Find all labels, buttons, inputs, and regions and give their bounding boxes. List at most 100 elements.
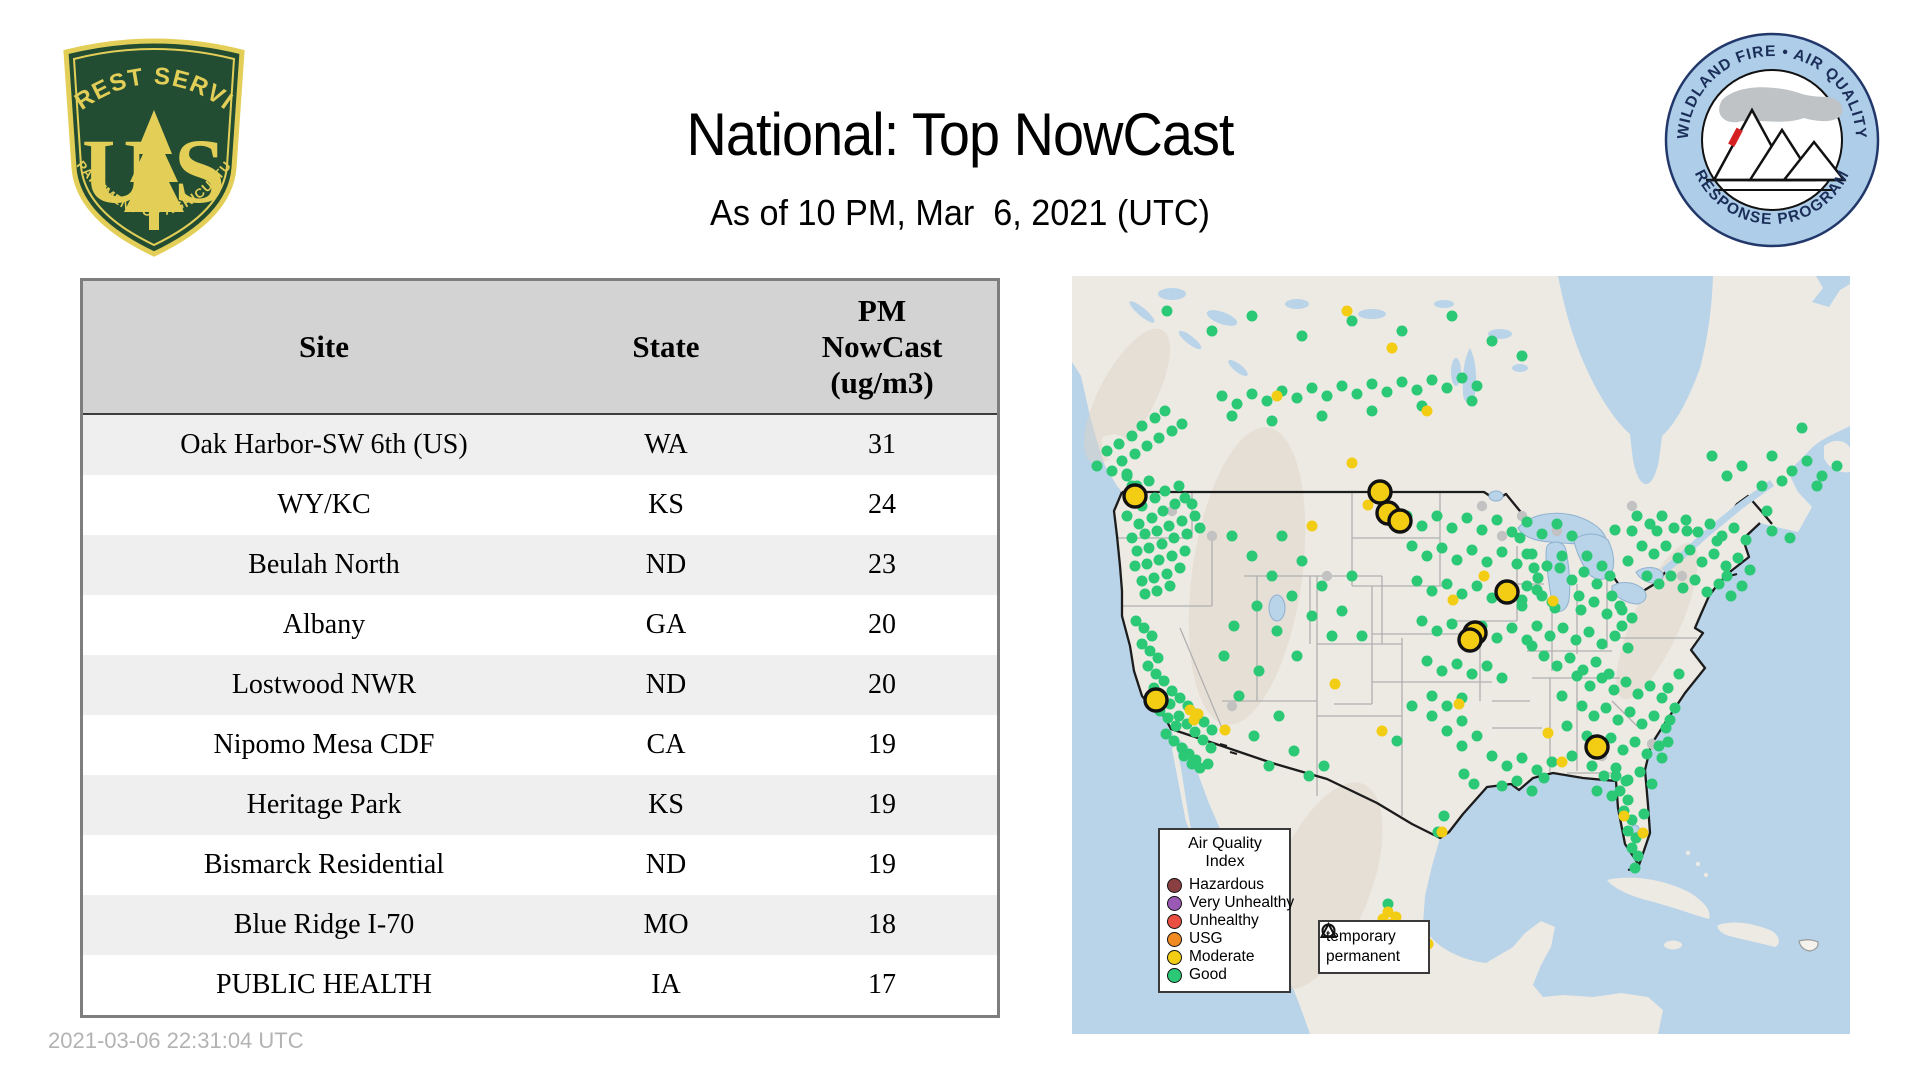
monitor-dot-good xyxy=(1766,450,1778,462)
monitor-dot-good xyxy=(1316,410,1328,422)
monitor-dot-good xyxy=(1152,652,1164,664)
monitor-dot-good xyxy=(1596,672,1608,684)
monitor-dot-good xyxy=(1629,862,1641,874)
monitor-dot-moderate xyxy=(1346,457,1358,469)
monitor-dot-good xyxy=(1233,690,1245,702)
state-cell: KS xyxy=(648,789,684,820)
monitor-dot-good xyxy=(1521,516,1533,528)
monitor-dot-good xyxy=(1551,518,1563,530)
monitor-dot-good xyxy=(1526,785,1538,797)
state-borders xyxy=(1118,492,1697,816)
monitor-dot-good xyxy=(1491,514,1503,526)
monitor-dot-good xyxy=(1131,545,1143,557)
monitor-dot-good xyxy=(1531,764,1543,776)
monitor-dot-good xyxy=(1486,750,1498,762)
monitor-dot-moderate xyxy=(1556,756,1568,768)
monitor-dot-good xyxy=(1556,550,1568,562)
monitor-dot-good xyxy=(1446,618,1458,630)
monitor-dot-good xyxy=(1641,570,1653,582)
monitor-dot-good xyxy=(1446,310,1458,322)
monitor-dot-good xyxy=(1144,645,1156,657)
monitor-dot-good xyxy=(1426,585,1438,597)
monitor-dot-good xyxy=(1381,386,1393,398)
pm-nowcast-cell: 19 xyxy=(868,789,896,820)
monitor-dot-good xyxy=(1801,455,1813,467)
site-cell: PUBLIC HEALTH xyxy=(216,969,432,1000)
monitor-dot-good xyxy=(1261,395,1273,407)
monitor-dot-good xyxy=(1228,620,1240,632)
monitor-dot-nodata xyxy=(1206,530,1218,542)
monitor-dot-good xyxy=(1496,546,1508,558)
monitor-dot-good xyxy=(1168,532,1180,544)
monitor-dot-good xyxy=(1566,530,1578,542)
monitor-dot-good xyxy=(1624,706,1636,718)
monitor-dot-good xyxy=(1291,650,1303,662)
monitor-dot-good xyxy=(1604,570,1616,582)
aqi-legend-label: Moderate xyxy=(1189,948,1255,965)
monitor-dot-good xyxy=(1198,716,1210,728)
monitor-dot-moderate xyxy=(1447,594,1459,606)
monitor-dot-good xyxy=(1681,525,1693,537)
monitor-dot-good xyxy=(1468,778,1480,790)
monitor-dot-good xyxy=(1668,522,1680,534)
monitor-dot-good xyxy=(1174,562,1186,574)
monitor-dot-good xyxy=(1263,760,1275,772)
marker-type-label: permanent xyxy=(1326,948,1401,965)
marker-type-item: permanent xyxy=(1320,922,1422,967)
monitor-dot-good xyxy=(1421,550,1433,562)
table-row: Bismarck Residential ND 19 xyxy=(81,835,999,895)
aqi-legend-items: Hazardous Very Unhealthy Unhealthy USG Moder… xyxy=(1167,876,1294,984)
monitor-dot-good xyxy=(1266,415,1278,427)
monitor-dot-good xyxy=(1536,528,1548,540)
aqi-color-dot-icon xyxy=(1167,967,1182,983)
nowcast-table: Site State PM NowCast (ug/m3) Oak Harbor… xyxy=(80,278,1000,1018)
monitor-dot-good xyxy=(1766,525,1778,537)
monitor-dot-good xyxy=(1146,630,1158,642)
monitor-dot-moderate xyxy=(1542,727,1554,739)
site-cell: Oak Harbor-SW 6th (US) xyxy=(180,429,468,460)
nowcast-table-body: Oak Harbor-SW 6th (US) WA 31 WY/KC KS 24 Beula… xyxy=(81,414,999,1017)
monitor-dot-good xyxy=(1665,570,1677,582)
monitor-dot-good xyxy=(1516,350,1528,362)
monitor-dot-good xyxy=(1536,590,1548,602)
monitor-dot-good xyxy=(1170,720,1182,732)
monitor-dot-good xyxy=(1441,382,1453,394)
monitor-dot-nodata xyxy=(1321,570,1333,582)
monitor-dot-good xyxy=(1566,574,1578,586)
monitor-dot-good xyxy=(1106,465,1118,477)
monitor-dot-good xyxy=(1516,600,1528,612)
monitor-dot-moderate xyxy=(1421,405,1433,417)
monitor-dot-good xyxy=(1546,756,1558,768)
monitor-dot-good xyxy=(1156,538,1168,550)
aqi-legend-item: Very Unhealthy xyxy=(1167,894,1294,912)
state-cell: MO xyxy=(643,909,689,940)
monitor-dot-good xyxy=(1426,374,1438,386)
monitor-dot-good xyxy=(1253,665,1265,677)
state-cell: IA xyxy=(651,969,681,1000)
monitor-dot-good xyxy=(1532,572,1544,584)
monitor-dot-good xyxy=(1632,850,1644,862)
pm-nowcast-cell: 20 xyxy=(868,669,896,700)
monitor-dot-good xyxy=(1291,392,1303,404)
monitor-dot-good xyxy=(1426,710,1438,722)
monitor-dot-good xyxy=(1246,310,1258,322)
monitor-dot-nodata xyxy=(1226,700,1238,712)
monitor-dot-moderate xyxy=(1219,724,1231,736)
monitor-dot-good xyxy=(1636,540,1648,552)
monitor-dot-good xyxy=(1701,586,1713,598)
monitor-dot-good xyxy=(1161,305,1173,317)
aqi-legend-label: Very Unhealthy xyxy=(1189,894,1295,911)
monitor-dot-good xyxy=(1166,550,1178,562)
monitor-dot-good xyxy=(1271,625,1283,637)
site-cell: Blue Ridge I-70 xyxy=(233,909,415,940)
monitor-dot-good xyxy=(1164,580,1176,592)
monitor-dot-good xyxy=(1101,445,1113,457)
monitor-dot-good xyxy=(1605,732,1617,744)
pm-nowcast-cell: 19 xyxy=(868,849,896,880)
monitor-dot-good xyxy=(1648,710,1660,722)
monitor-dot-good xyxy=(1346,570,1358,582)
monitor-dot-good xyxy=(1303,770,1315,782)
monitor-dot-good xyxy=(1356,630,1368,642)
table-row: PUBLIC HEALTH IA 17 xyxy=(81,955,999,1017)
monitor-dot-good xyxy=(1638,808,1650,820)
